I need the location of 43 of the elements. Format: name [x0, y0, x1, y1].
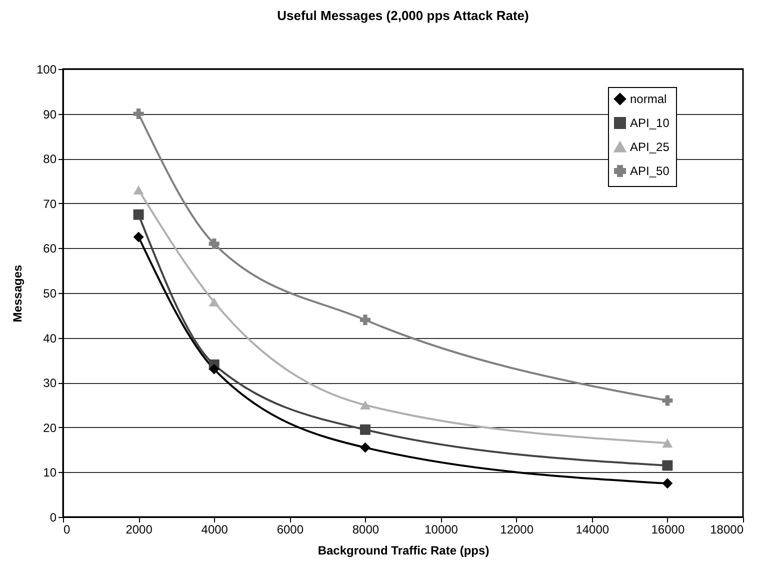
y-tick-label: 0 — [50, 510, 57, 524]
x-tick-label: 8000 — [352, 522, 380, 536]
x-tick-label: 10000 — [424, 522, 458, 536]
point — [208, 238, 220, 249]
y-tick-label: 60 — [43, 242, 57, 256]
x-tick-label: 6000 — [276, 522, 304, 536]
y-tick-label: 10 — [43, 466, 57, 480]
x-tick-label: 4000 — [201, 522, 228, 536]
x-tick-label: 16000 — [651, 522, 685, 536]
point — [360, 424, 370, 435]
y-tick-label: 40 — [43, 331, 57, 346]
y-tick-label: 20 — [43, 420, 57, 435]
point — [133, 209, 144, 220]
point — [208, 364, 220, 374]
point — [208, 297, 220, 306]
y-tick-label: 100 — [36, 62, 57, 76]
y-tick-label: 50 — [43, 286, 57, 300]
y-tick-label: 70 — [43, 196, 57, 211]
point — [133, 108, 144, 120]
x-tick-label: 14000 — [576, 522, 610, 536]
x-tick-label: 2000 — [126, 522, 153, 536]
legend-label: API_25 — [630, 140, 670, 154]
y-axis-title: Messages — [10, 264, 24, 322]
chart-title: Useful Messages (2,000 pps Attack Rate) — [277, 8, 529, 23]
x-axis-title: Background Traffic Rate (pps) — [318, 544, 490, 558]
x-tick-label: 0 — [64, 522, 70, 536]
point — [662, 460, 673, 471]
y-tick-label: 30 — [43, 376, 57, 390]
legend-label: API_10 — [630, 116, 670, 130]
legend-label: normal — [630, 92, 667, 106]
y-tick-label: 80 — [43, 152, 57, 166]
point — [133, 185, 144, 194]
x-tick-label: 18000 — [710, 522, 744, 536]
point — [360, 314, 370, 326]
point — [662, 438, 673, 448]
legend-label: API_50 — [630, 164, 670, 178]
point — [133, 232, 144, 242]
point — [662, 478, 673, 489]
point — [360, 400, 370, 410]
point — [662, 395, 673, 406]
x-tick-label: 12000 — [500, 522, 534, 536]
y-tick-label: 90 — [43, 107, 57, 122]
point — [360, 442, 370, 453]
